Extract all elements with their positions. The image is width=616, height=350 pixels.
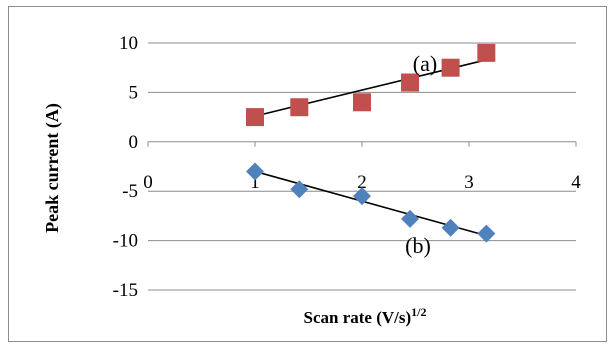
- y-tick-label: -5: [122, 181, 138, 202]
- x-tick-label: 2: [357, 172, 367, 193]
- point-a: [290, 98, 309, 117]
- gridlines: [148, 42, 576, 291]
- y-tick-label: 5: [129, 82, 139, 103]
- x-tick-label: 0: [143, 172, 153, 193]
- trendlines: [254, 59, 487, 237]
- series-label-b: (b): [405, 233, 431, 258]
- y-tick-label: -10: [113, 231, 138, 252]
- y-tick-label: 10: [119, 33, 138, 54]
- x-axis-label: Scan rate (V/s)1/2: [304, 305, 427, 327]
- data-points: [246, 43, 496, 243]
- point-b: [353, 187, 371, 206]
- point-a: [441, 58, 460, 77]
- x-tick-label: 3: [464, 172, 474, 193]
- point-a: [401, 73, 420, 92]
- point-a: [246, 108, 264, 127]
- point-b: [290, 180, 309, 199]
- y-axis-label: Peak current (A): [42, 103, 63, 233]
- x-axis-label-text: Scan rate (V/s): [304, 308, 412, 327]
- y-tick-label: 0: [129, 132, 139, 153]
- y-tick-labels: 10 5 0 -5 -10 -15: [113, 33, 138, 301]
- point-b: [246, 162, 264, 181]
- point-a: [477, 43, 496, 62]
- y-tick-label: -15: [113, 280, 138, 301]
- chart-frame: [8, 6, 607, 342]
- point-a: [353, 93, 371, 112]
- point-b: [401, 209, 420, 228]
- series-label-a: (a): [413, 51, 437, 76]
- x-tick-labels: 0 1 2 3 4: [143, 172, 581, 193]
- series-annotations: (a) (b): [405, 51, 437, 258]
- point-b: [477, 224, 496, 243]
- x-tick-label: 1: [250, 172, 260, 193]
- x-axis-label-sup: 1/2: [411, 305, 426, 319]
- x-axis: [147, 141, 577, 147]
- point-b: [441, 218, 460, 237]
- x-tick-label: 4: [571, 172, 581, 193]
